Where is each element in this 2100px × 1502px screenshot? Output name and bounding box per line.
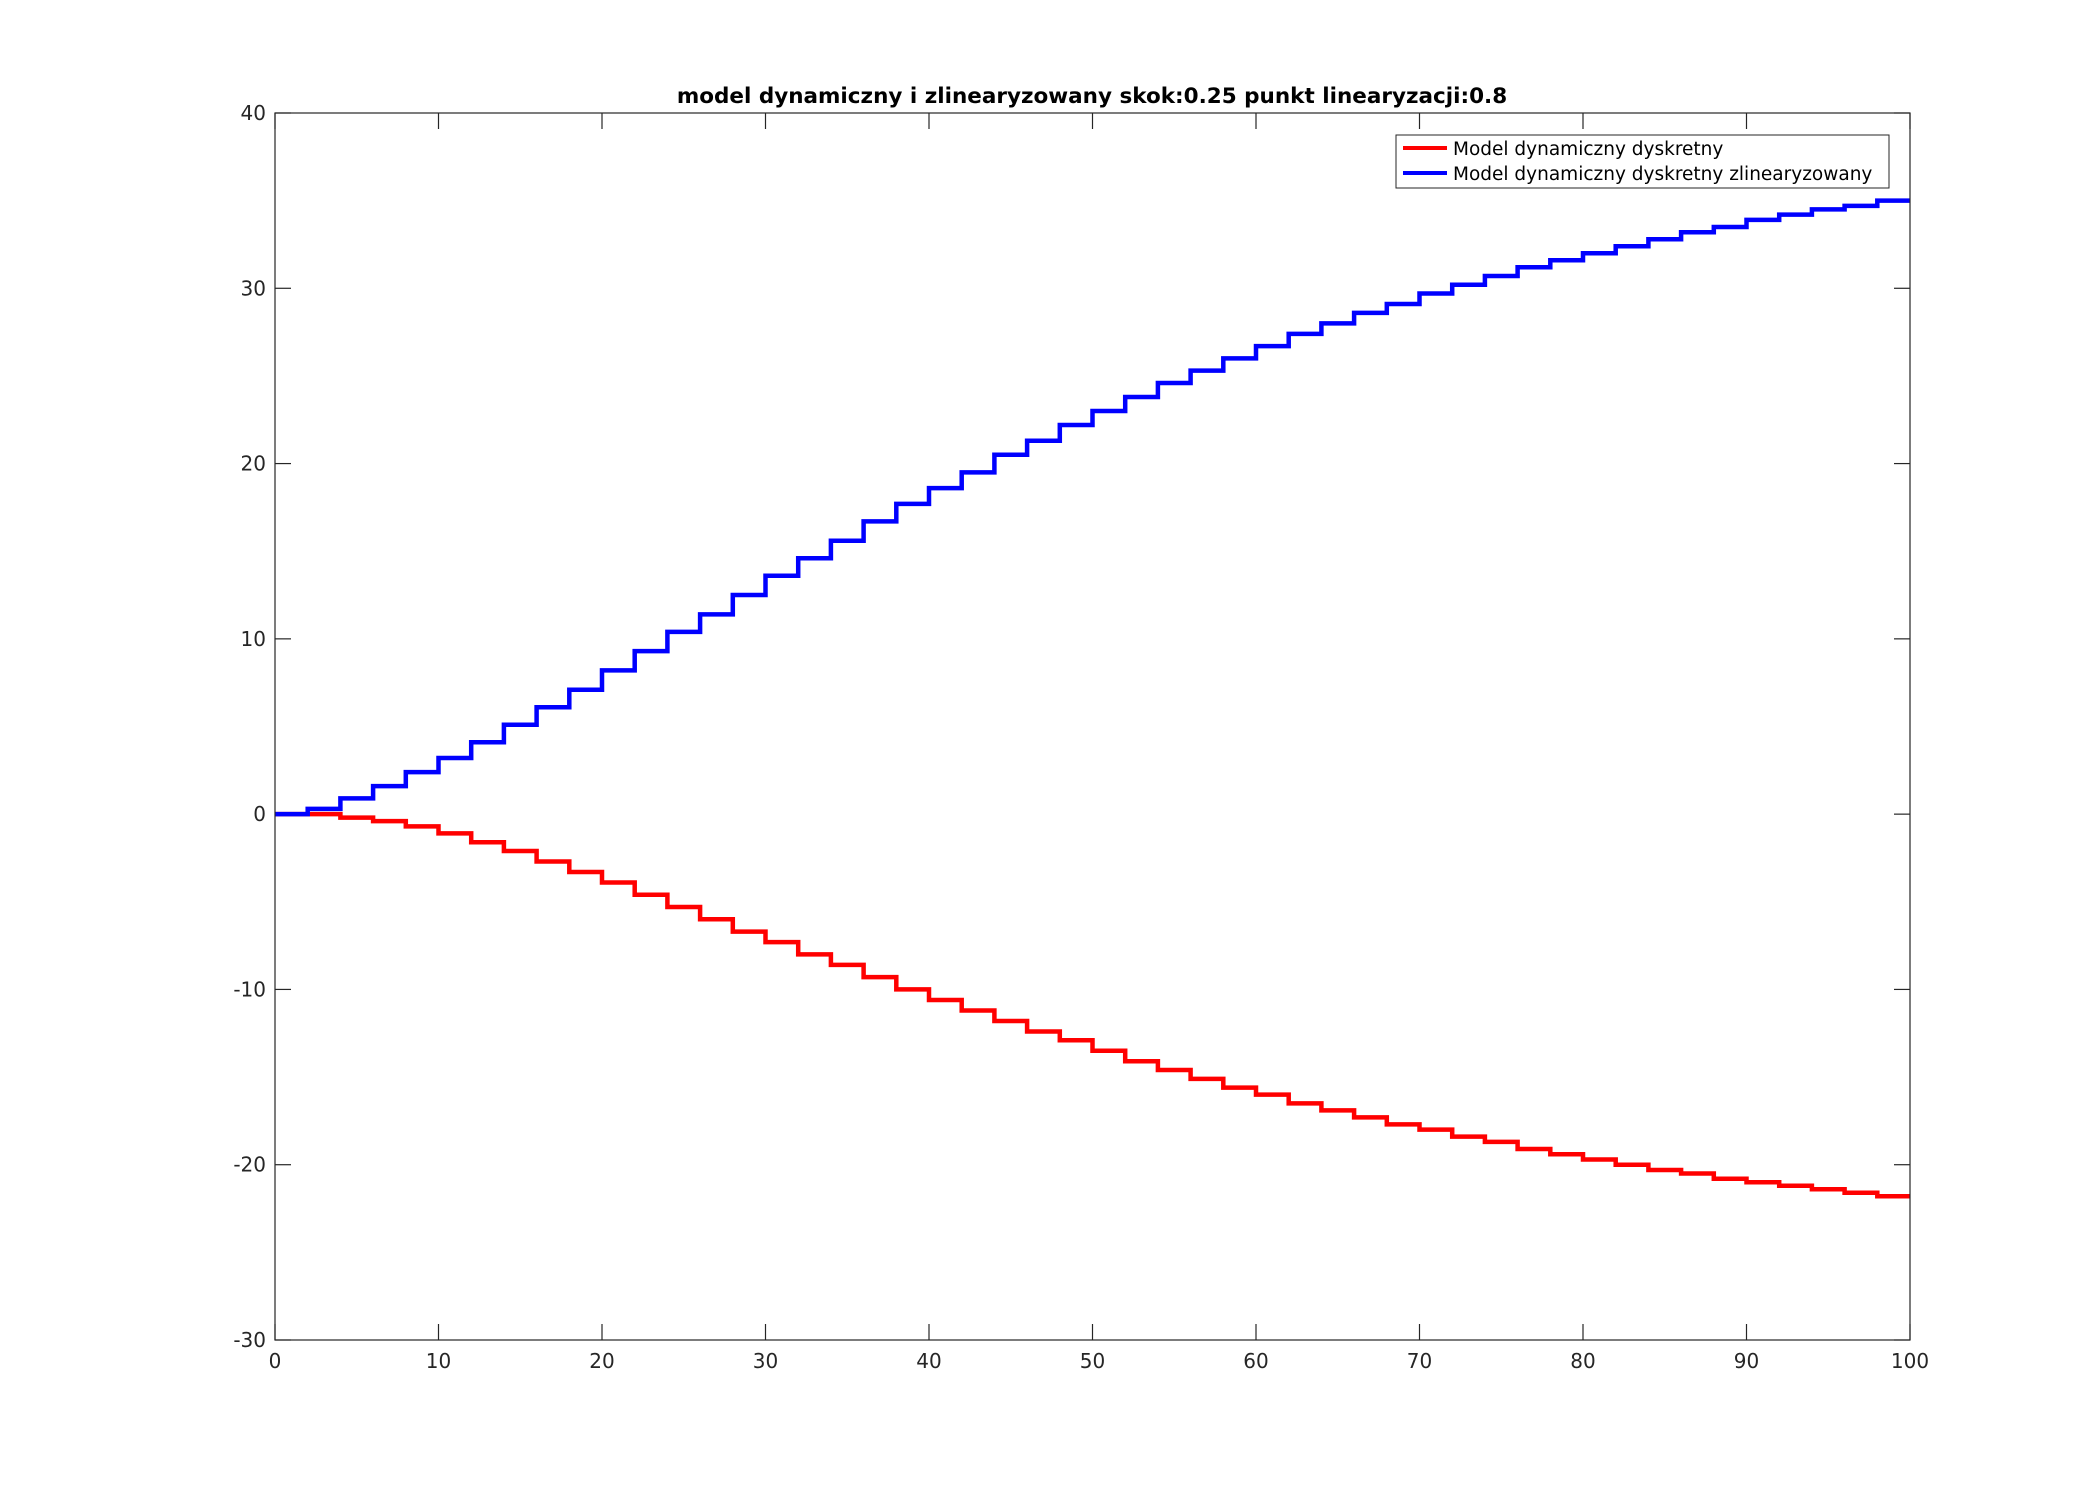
x-tick-label: 0 xyxy=(269,1349,282,1373)
y-tick-label: 40 xyxy=(241,101,266,125)
x-tick-label: 50 xyxy=(1080,1349,1105,1373)
series-line-dyskretny xyxy=(275,811,1910,1199)
y-tick-label: -30 xyxy=(233,1328,266,1352)
legend-label-zlinearyzowany: Model dynamiczny dyskretny zlinearyzowan… xyxy=(1453,164,1872,185)
legend: Model dynamiczny dyskretny Model dynamic… xyxy=(1395,134,1890,189)
x-tick-label: 70 xyxy=(1407,1349,1432,1373)
x-tick-label: 30 xyxy=(753,1349,778,1373)
plot-box xyxy=(274,112,1911,1341)
x-tick-label: 80 xyxy=(1570,1349,1595,1373)
x-tick-label: 10 xyxy=(426,1349,451,1373)
y-tick-label: 0 xyxy=(253,802,266,826)
x-tick-label: 100 xyxy=(1891,1349,1929,1373)
legend-label-dyskretny: Model dynamiczny dyskretny xyxy=(1453,139,1723,160)
y-tick-label: 20 xyxy=(241,452,266,476)
plot-area xyxy=(275,113,1910,1340)
chart-title: model dynamiczny i zlinearyzowany skok:0… xyxy=(677,84,1507,109)
y-tick-label: 10 xyxy=(241,627,266,651)
legend-box xyxy=(1395,134,1890,189)
y-tick-label: -20 xyxy=(233,1153,266,1177)
axis-ticks: 0 10 20 30 40 50 60 70 80 90 100 -30 -20 -10 0 10 20 30 40 xyxy=(233,101,1929,1373)
series-layer xyxy=(275,198,1910,1199)
x-tick-label: 60 xyxy=(1243,1349,1268,1373)
x-tick-label: 40 xyxy=(916,1349,941,1373)
x-tick-label: 20 xyxy=(589,1349,614,1373)
y-tick-label: -10 xyxy=(233,977,266,1001)
y-tick-label: 30 xyxy=(241,276,266,300)
series-line-zlinearyzowany xyxy=(275,198,1910,817)
x-tick-label: 90 xyxy=(1734,1349,1759,1373)
